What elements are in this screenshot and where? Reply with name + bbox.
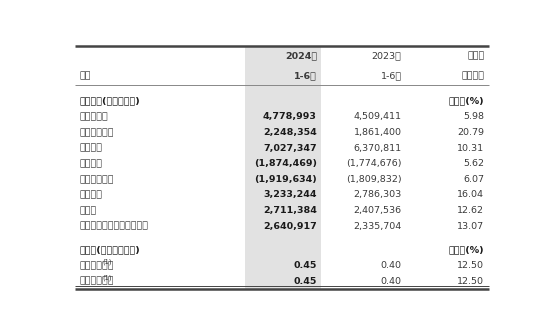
Text: 16.04: 16.04 [458,191,485,200]
Text: 1-6月: 1-6月 [294,71,317,80]
Text: 項目: 項目 [79,71,91,80]
Text: 6,370,811: 6,370,811 [354,144,402,153]
Text: 基本每股收益: 基本每股收益 [79,261,114,270]
Text: 2,640,917: 2,640,917 [263,222,317,231]
Text: 0.45: 0.45 [294,277,317,286]
Text: 稅前利潤: 稅前利潤 [79,191,102,200]
Text: 1,861,400: 1,861,400 [354,128,402,137]
Text: 4,778,993: 4,778,993 [263,113,317,122]
Text: 1-6月: 1-6月 [381,71,402,80]
Text: 2,407,536: 2,407,536 [354,206,402,215]
Text: 非利息淨收入: 非利息淨收入 [79,128,114,137]
Text: 稀釋每股收益: 稀釋每股收益 [79,277,114,286]
Text: 利息淨收入: 利息淨收入 [79,113,108,122]
Text: 7,027,347: 7,027,347 [263,144,317,153]
Text: 6.07: 6.07 [463,175,485,184]
Text: 12.50: 12.50 [458,261,485,270]
Text: (1,774,676): (1,774,676) [346,159,402,168]
Text: (1): (1) [102,275,112,281]
Text: 2,711,384: 2,711,384 [263,206,317,215]
Text: 3,233,244: 3,233,244 [263,191,317,200]
Text: 每股計(人民幣元／股): 每股計(人民幣元／股) [79,246,140,255]
Text: 4,509,411: 4,509,411 [354,113,402,122]
Text: 20.79: 20.79 [458,128,485,137]
Text: 信用減値損失: 信用減値損失 [79,175,114,184]
Text: 經營業績(人民幣千元): 經營業績(人民幣千元) [79,97,140,106]
Text: 0.45: 0.45 [294,261,317,270]
Text: (1,874,469): (1,874,469) [254,159,317,168]
Text: 營業費用: 營業費用 [79,159,102,168]
Text: 上年同期: 上年同期 [461,71,485,80]
Text: 5.98: 5.98 [463,113,485,122]
Text: (1): (1) [102,259,112,266]
Text: 本期比: 本期比 [467,51,485,60]
Text: (1,919,634): (1,919,634) [254,175,317,184]
Text: 0.40: 0.40 [381,261,402,270]
Text: 12.50: 12.50 [458,277,485,286]
Text: 5.62: 5.62 [463,159,485,168]
Text: 2,335,704: 2,335,704 [354,222,402,231]
Text: 2024年: 2024年 [285,51,317,60]
Text: 變動率(%): 變動率(%) [449,246,485,255]
Text: 淨利潤: 淨利潤 [79,206,97,215]
Text: 變動率(%): 變動率(%) [449,97,485,106]
Text: 12.62: 12.62 [458,206,485,215]
Text: 0.40: 0.40 [381,277,402,286]
Text: 2,248,354: 2,248,354 [263,128,317,137]
Text: 歸屬於母公司股東的淨利潤: 歸屬於母公司股東的淨利潤 [79,222,148,231]
Text: (1,809,832): (1,809,832) [346,175,402,184]
Text: 10.31: 10.31 [457,144,485,153]
Text: 2,786,303: 2,786,303 [354,191,402,200]
Text: 2023年: 2023年 [372,51,402,60]
Text: 13.07: 13.07 [457,222,485,231]
Text: 營業收入: 營業收入 [79,144,102,153]
